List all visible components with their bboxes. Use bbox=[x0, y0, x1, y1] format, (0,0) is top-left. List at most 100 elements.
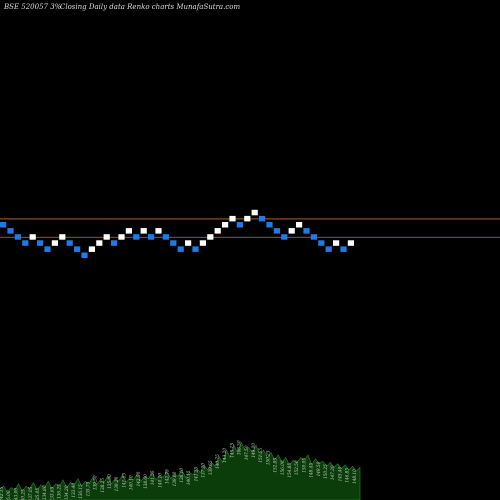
renko-brick bbox=[177, 246, 184, 252]
volume-labels: 142.15 145.00 143.00 140.25 137.05 135.05 134.… bbox=[0, 440, 357, 500]
chart-symbol: BSE 520057 3% bbox=[3, 3, 62, 11]
volume-price-label: 147.30 bbox=[330, 465, 335, 480]
volume-price-label: 152.85 bbox=[273, 458, 278, 473]
volume-price-label: 150.25 bbox=[265, 450, 270, 465]
renko-brick bbox=[162, 234, 169, 240]
volume-price-label: 140.15 bbox=[186, 470, 191, 485]
renko-brick bbox=[111, 240, 118, 246]
renko-brick bbox=[185, 240, 192, 246]
renko-brick bbox=[14, 234, 21, 240]
renko-brick bbox=[140, 228, 147, 234]
volume-price-label: 139.60 bbox=[172, 471, 177, 486]
volume-price-label: 141.25 bbox=[193, 466, 198, 481]
volume-price-label: 156.00 bbox=[280, 460, 285, 475]
volume-price-label: 149.00 bbox=[251, 443, 256, 458]
volume-price-label: 134.80 bbox=[42, 485, 47, 500]
volume-price-label: 136.15 bbox=[78, 484, 83, 499]
volume-panel bbox=[0, 441, 361, 500]
volume-price-label: 139.20 bbox=[114, 476, 119, 491]
volume-price-label: 135.90 bbox=[107, 474, 112, 489]
renko-brick bbox=[155, 228, 162, 234]
volume-price-label: 142.15 bbox=[0, 486, 4, 500]
renko-brick bbox=[29, 234, 36, 240]
volume-price-label: 139.30 bbox=[93, 475, 98, 490]
volume-price-label: 145.15 bbox=[229, 443, 234, 458]
renko-brick bbox=[74, 246, 81, 252]
volume-price-label: 142.50 bbox=[136, 471, 141, 486]
volume-price-label: 137.20 bbox=[201, 463, 206, 478]
renko-bricks bbox=[0, 209, 354, 258]
volume-price-label: 148.50 bbox=[237, 440, 242, 455]
renko-brick bbox=[88, 246, 95, 252]
volume-price-label: 139.65 bbox=[208, 460, 213, 475]
renko-brick bbox=[199, 240, 206, 246]
renko-brick bbox=[325, 246, 332, 252]
volume-price-label: 140.10 bbox=[129, 475, 134, 490]
renko-brick bbox=[103, 234, 110, 240]
volume-price-label: 138.25 bbox=[100, 478, 105, 493]
renko-brick bbox=[214, 228, 221, 234]
volume-price-label: 137.05 bbox=[28, 486, 33, 500]
renko-brick bbox=[44, 246, 51, 252]
volume-price-label: 135.75 bbox=[85, 481, 90, 496]
volume-price-label: 141.05 bbox=[121, 473, 126, 488]
volume-price-label: 149.50 bbox=[316, 461, 321, 476]
renko-brick bbox=[96, 240, 103, 246]
renko-brick bbox=[22, 240, 29, 246]
renko-brick bbox=[259, 215, 266, 222]
renko-brick bbox=[288, 228, 295, 234]
renko-brick bbox=[148, 234, 155, 240]
volume-area bbox=[0, 441, 361, 500]
volume-price-label: 134.20 bbox=[64, 485, 69, 500]
renko-brick bbox=[0, 222, 7, 228]
renko-brick bbox=[303, 228, 310, 234]
renko-brick bbox=[207, 234, 214, 240]
renko-brick bbox=[310, 234, 317, 240]
volume-price-label: 140.25 bbox=[21, 489, 26, 500]
chart-subtitle: Closing Daily data Renko charts MunafaSu… bbox=[60, 3, 240, 11]
volume-price-label: 133.40 bbox=[71, 483, 76, 498]
volume-price-label: 154.85 bbox=[287, 463, 292, 478]
renko-brick bbox=[59, 234, 66, 240]
renko-brick bbox=[273, 228, 280, 234]
volume-price-label: 141.55 bbox=[150, 470, 155, 485]
renko-brick bbox=[118, 234, 125, 240]
renko-brick bbox=[266, 222, 273, 228]
volume-price-label: 140.10 bbox=[157, 473, 162, 488]
renko-brick bbox=[7, 228, 14, 234]
volume-price-label: 133.65 bbox=[49, 486, 54, 500]
renko-brick bbox=[251, 209, 258, 216]
renko-brick bbox=[66, 240, 73, 246]
volume-price-label: 145.00 bbox=[6, 490, 11, 500]
renko-brick bbox=[125, 228, 132, 234]
renko-brick bbox=[318, 240, 325, 246]
volume-price-label: 138.60 bbox=[143, 474, 148, 489]
renko-brick bbox=[192, 246, 199, 252]
volume-price-label: 148.10 bbox=[352, 469, 357, 484]
renko-brick bbox=[51, 240, 58, 246]
renko-brick bbox=[281, 234, 288, 240]
volume-price-label: 151.65 bbox=[258, 448, 263, 463]
renko-brick bbox=[236, 222, 243, 228]
renko-brick bbox=[170, 240, 177, 246]
renko-brick bbox=[244, 215, 251, 222]
volume-price-label: 142.75 bbox=[165, 469, 170, 484]
volume-price-label: 138.10 bbox=[179, 468, 184, 483]
volume-price-label: 150.25 bbox=[323, 464, 328, 479]
renko-brick bbox=[229, 215, 236, 222]
renko-brick bbox=[222, 222, 229, 228]
volume-price-label: 148.45 bbox=[309, 463, 314, 478]
volume-price-label: 136.25 bbox=[57, 484, 62, 499]
volume-price-label: 146.85 bbox=[345, 468, 350, 483]
volume-price-label: 140.75 bbox=[215, 454, 220, 469]
volume-price-label: 145.40 bbox=[337, 466, 342, 481]
renko-brick bbox=[333, 240, 340, 246]
volume-price-label: 143.20 bbox=[222, 448, 227, 463]
volume-price-label: 135.05 bbox=[35, 488, 40, 500]
renko-brick bbox=[340, 246, 347, 252]
renko-brick bbox=[37, 240, 44, 246]
volume-price-label: 150.05 bbox=[301, 458, 306, 473]
renko-brick bbox=[347, 240, 354, 246]
